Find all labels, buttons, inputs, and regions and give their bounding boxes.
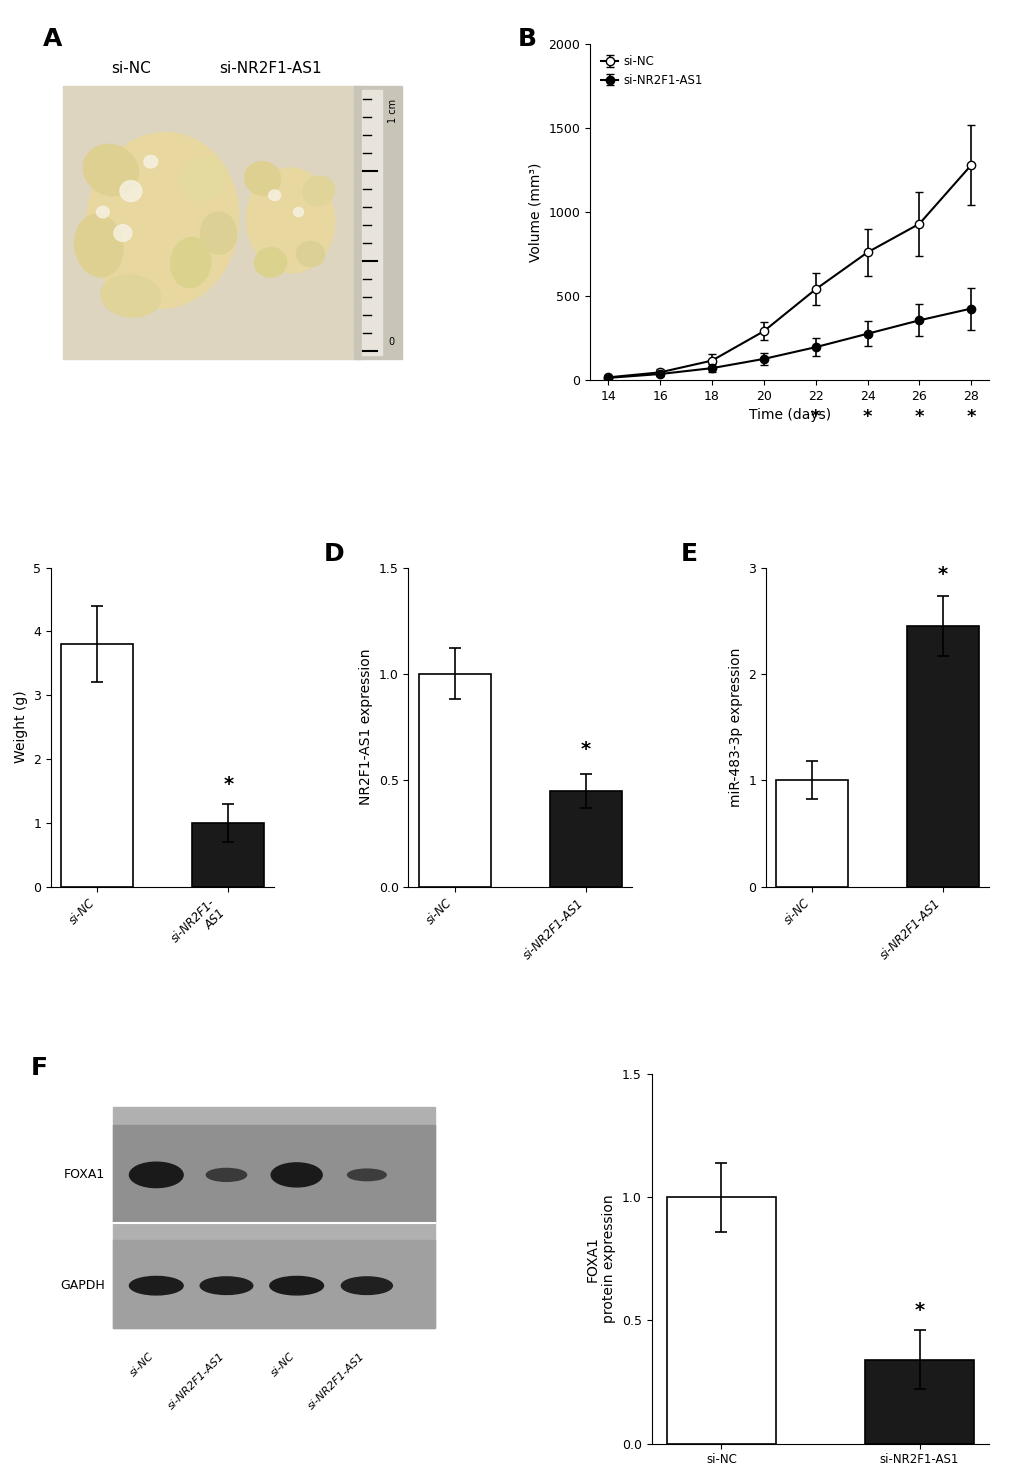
Bar bbox=[864, 1360, 973, 1444]
Bar bbox=[113, 1125, 434, 1223]
Text: *: * bbox=[937, 564, 948, 583]
Ellipse shape bbox=[201, 212, 236, 253]
Ellipse shape bbox=[303, 177, 334, 206]
Text: 0: 0 bbox=[388, 337, 394, 348]
Text: si-NR2F1-AS1: si-NR2F1-AS1 bbox=[306, 1351, 367, 1411]
Ellipse shape bbox=[293, 208, 304, 217]
Ellipse shape bbox=[247, 168, 334, 273]
Text: A: A bbox=[43, 28, 62, 52]
Text: si-NR2F1-AS1: si-NR2F1-AS1 bbox=[219, 60, 322, 77]
Ellipse shape bbox=[84, 144, 139, 196]
Ellipse shape bbox=[297, 242, 324, 267]
Ellipse shape bbox=[129, 1162, 183, 1187]
Ellipse shape bbox=[120, 181, 142, 202]
Text: *: * bbox=[810, 408, 819, 426]
Text: *: * bbox=[914, 1302, 923, 1320]
Ellipse shape bbox=[97, 206, 109, 218]
Ellipse shape bbox=[101, 275, 161, 317]
Ellipse shape bbox=[170, 237, 211, 287]
Ellipse shape bbox=[268, 190, 280, 200]
Bar bbox=[113, 1106, 434, 1329]
Y-axis label: FOXA1
protein expression: FOXA1 protein expression bbox=[586, 1195, 615, 1323]
Bar bbox=[113, 1240, 434, 1329]
Bar bbox=[666, 1198, 775, 1444]
Ellipse shape bbox=[114, 225, 131, 242]
Bar bbox=[418, 675, 490, 887]
Text: 1 cm: 1 cm bbox=[388, 99, 398, 124]
Ellipse shape bbox=[341, 1277, 392, 1295]
Bar bbox=[906, 626, 978, 887]
Text: F: F bbox=[31, 1056, 47, 1080]
Bar bbox=[61, 644, 133, 887]
Ellipse shape bbox=[270, 1277, 323, 1295]
Bar bbox=[355, 85, 403, 359]
Ellipse shape bbox=[255, 247, 286, 277]
Text: GAPDH: GAPDH bbox=[60, 1279, 105, 1292]
Ellipse shape bbox=[74, 214, 123, 277]
Text: *: * bbox=[223, 775, 233, 794]
Text: si-NC: si-NC bbox=[128, 1351, 156, 1379]
X-axis label: Time (days): Time (days) bbox=[748, 408, 830, 423]
Bar bbox=[549, 791, 622, 887]
Text: *: * bbox=[966, 408, 975, 426]
Ellipse shape bbox=[200, 1277, 253, 1295]
Legend: si-NC, si-NR2F1-AS1: si-NC, si-NR2F1-AS1 bbox=[595, 50, 706, 91]
Text: B: B bbox=[518, 28, 537, 52]
Bar bbox=[192, 823, 264, 887]
Ellipse shape bbox=[206, 1168, 247, 1181]
Ellipse shape bbox=[87, 133, 238, 308]
Text: FOXA1: FOXA1 bbox=[63, 1168, 105, 1181]
Text: si-NC: si-NC bbox=[269, 1351, 297, 1379]
Y-axis label: Weight (g): Weight (g) bbox=[13, 691, 28, 763]
Y-axis label: NR2F1-AS1 expression: NR2F1-AS1 expression bbox=[359, 648, 373, 806]
Ellipse shape bbox=[179, 158, 226, 200]
Text: si-NR2F1-AS1: si-NR2F1-AS1 bbox=[166, 1351, 226, 1411]
Ellipse shape bbox=[129, 1277, 183, 1295]
Text: D: D bbox=[323, 542, 343, 566]
Text: *: * bbox=[862, 408, 871, 426]
Ellipse shape bbox=[347, 1170, 386, 1181]
Bar bbox=[775, 781, 848, 887]
Text: E: E bbox=[681, 542, 697, 566]
Y-axis label: Volume (mm³): Volume (mm³) bbox=[529, 162, 542, 262]
Text: *: * bbox=[914, 408, 923, 426]
Y-axis label: miR-483-3p expression: miR-483-3p expression bbox=[728, 648, 742, 807]
Ellipse shape bbox=[245, 162, 280, 196]
Bar bbox=[63, 85, 362, 359]
Ellipse shape bbox=[144, 155, 158, 168]
Bar bbox=[362, 90, 382, 355]
Text: *: * bbox=[580, 739, 590, 759]
Ellipse shape bbox=[271, 1162, 322, 1187]
Text: si-NC: si-NC bbox=[111, 60, 151, 77]
